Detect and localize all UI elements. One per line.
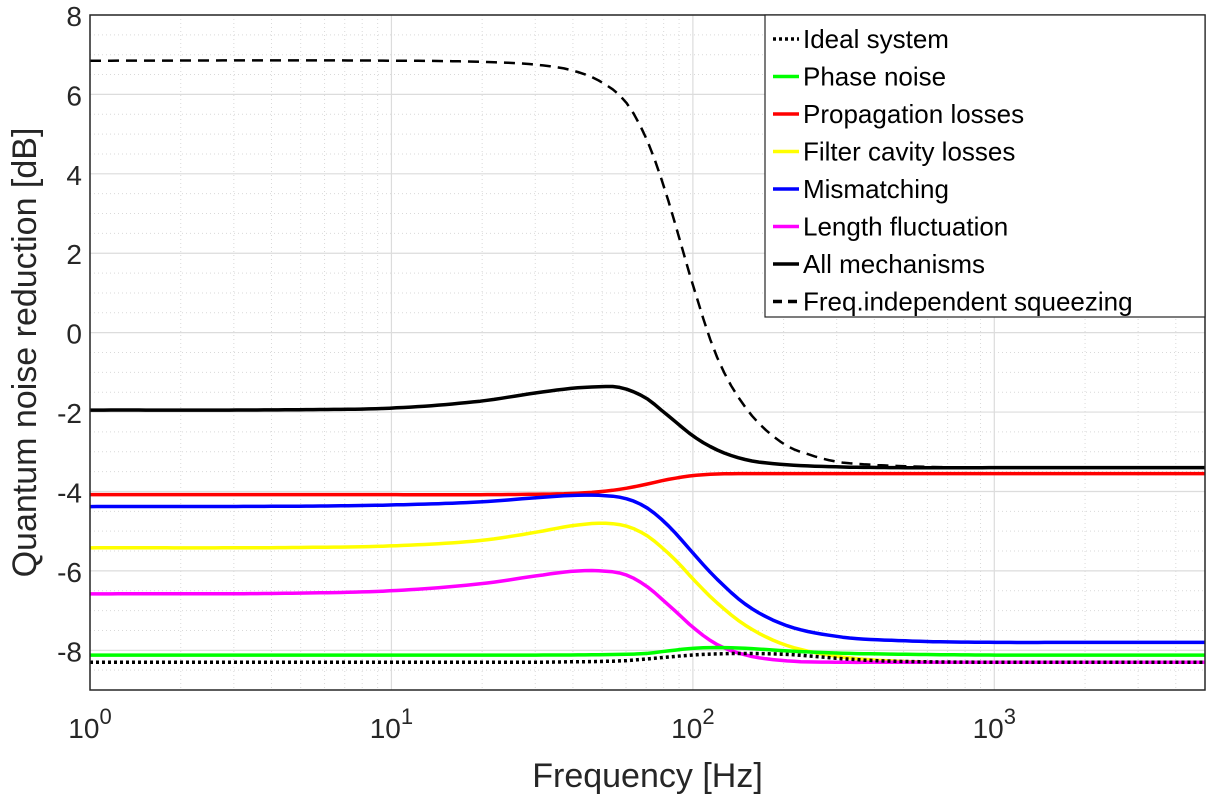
x-tick-label: 100 xyxy=(68,704,111,744)
legend-label-ideal-system: Ideal system xyxy=(803,24,949,54)
y-axis-label: Quantum noise reduction [dB] xyxy=(6,128,44,578)
y-tick-label: -8 xyxy=(57,636,82,667)
y-tick-label: 8 xyxy=(66,1,82,32)
series-line-freq-independent-squeezing xyxy=(90,59,1205,470)
series-line-propagation-losses xyxy=(90,471,1205,497)
legend-label-phase-noise: Phase noise xyxy=(803,62,946,92)
legend-label-propagation-losses: Propagation losses xyxy=(803,99,1024,129)
legend-label-all-mechanisms: All mechanisms xyxy=(803,249,985,279)
x-tick-label: 103 xyxy=(973,704,1016,744)
y-tick-labels: -8 -6 -4 -2 0 2 4 6 8 xyxy=(57,1,82,667)
legend-box xyxy=(764,14,1206,318)
series-line-length-fluctuation xyxy=(90,568,1205,665)
y-tick-label: 2 xyxy=(66,239,82,270)
x-tick-labels: 100 101 102 103 xyxy=(68,704,1016,744)
plot-frame xyxy=(89,14,1206,691)
y-tick-label: 0 xyxy=(66,319,82,350)
x-tick-label: 101 xyxy=(370,704,413,744)
x-axis-label: Frequency [Hz] xyxy=(532,757,763,795)
y-tick-label: -4 xyxy=(57,477,82,508)
y-tick-label: -6 xyxy=(57,557,82,588)
series-layer xyxy=(89,59,1205,665)
legend: Ideal system Phase noise Propagation losse… xyxy=(764,14,1206,318)
x-tick-label: 102 xyxy=(671,704,714,744)
y-tick-label: 6 xyxy=(66,80,82,111)
legend-label-freq-independent-squeezing: Freq.independent squeezing xyxy=(803,287,1133,317)
legend-label-filter-cavity-losses: Filter cavity losses xyxy=(803,137,1015,167)
series-line-mismatching xyxy=(89,493,1205,645)
series-line-phase-noise xyxy=(90,645,1205,657)
legend-label-length-fluctuation: Length fluctuation xyxy=(803,212,1008,242)
series-line-all-mechanisms xyxy=(90,384,1205,470)
y-tick-label: 4 xyxy=(66,160,82,191)
legend-label-mismatching: Mismatching xyxy=(803,174,949,204)
y-tick-label: -2 xyxy=(57,398,82,429)
